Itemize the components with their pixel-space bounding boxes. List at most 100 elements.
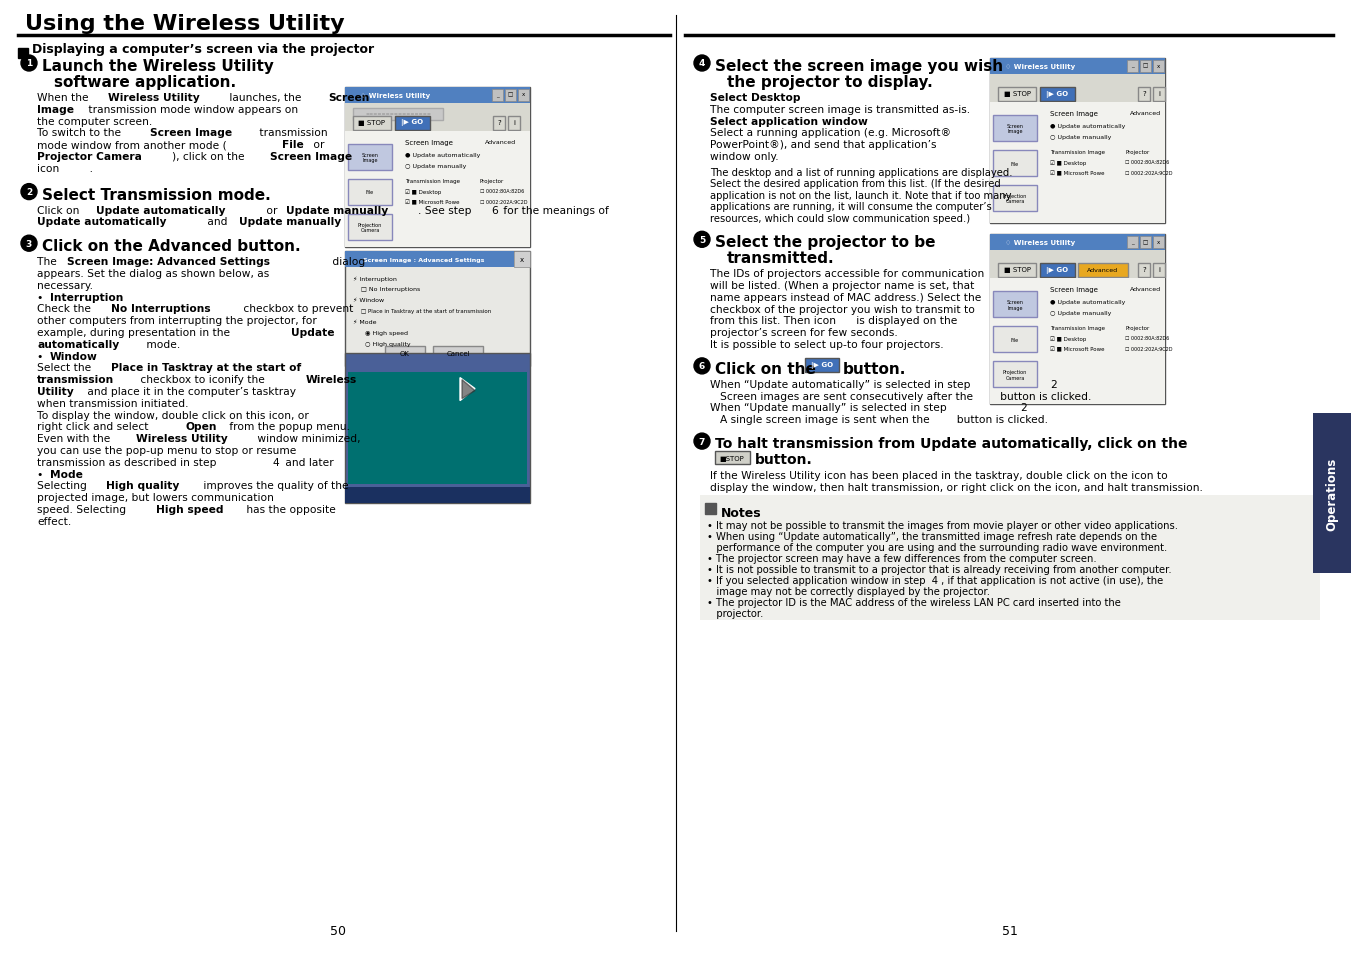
Text: When the: When the bbox=[36, 92, 92, 103]
Text: projector’s screen for few seconds.: projector’s screen for few seconds. bbox=[711, 328, 898, 338]
Text: The IDs of projectors accessible for communication: The IDs of projectors accessible for com… bbox=[711, 269, 985, 279]
Bar bbox=[990, 75, 1165, 103]
Text: 2: 2 bbox=[1020, 403, 1027, 413]
Bar bbox=[1140, 237, 1151, 249]
Bar bbox=[1152, 264, 1165, 278]
Text: Projector: Projector bbox=[1125, 326, 1150, 331]
Text: 1: 1 bbox=[26, 59, 32, 69]
Text: The computer screen image is transmitted as-is.: The computer screen image is transmitted… bbox=[711, 105, 970, 114]
Circle shape bbox=[22, 236, 36, 252]
Text: High speed: High speed bbox=[157, 504, 224, 515]
Text: • The projector ID is the MAC address of the wireless LAN PC card inserted into : • The projector ID is the MAC address of… bbox=[707, 598, 1121, 607]
Text: No Interruptions: No Interruptions bbox=[111, 304, 211, 314]
Bar bbox=[349, 214, 392, 241]
Text: Image: Image bbox=[36, 105, 74, 114]
Text: Open: Open bbox=[185, 422, 216, 432]
Text: Utility: Utility bbox=[36, 387, 73, 396]
Text: window only.: window only. bbox=[711, 152, 778, 162]
Text: from this list. Then icon      is displayed on the: from this list. Then icon is displayed o… bbox=[711, 316, 958, 326]
Text: application is not on the list, launch it. Note that if too many: application is not on the list, launch i… bbox=[711, 191, 1012, 200]
Text: resources, which could slow communication speed.): resources, which could slow communicatio… bbox=[711, 213, 970, 224]
Bar bbox=[998, 264, 1036, 278]
Text: 4: 4 bbox=[273, 457, 280, 467]
Text: To display the window, double click on this icon, or: To display the window, double click on t… bbox=[36, 410, 309, 420]
Bar bbox=[1152, 61, 1165, 73]
Text: window minimized,: window minimized, bbox=[254, 434, 361, 444]
Text: Select application window: Select application window bbox=[711, 116, 867, 127]
Text: When “Update automatically” is selected in step: When “Update automatically” is selected … bbox=[711, 379, 974, 390]
Text: software application.: software application. bbox=[54, 75, 236, 90]
Text: Update: Update bbox=[290, 328, 334, 337]
Text: speed. Selecting: speed. Selecting bbox=[36, 504, 130, 515]
Text: ■STOP: ■STOP bbox=[720, 456, 744, 461]
Text: checkbox to prevent: checkbox to prevent bbox=[239, 304, 353, 314]
Text: ☑ ■ Microsoft Powe: ☑ ■ Microsoft Powe bbox=[1050, 171, 1105, 176]
Text: Screen images are sent consecutively after the        button is clicked.: Screen images are sent consecutively aft… bbox=[720, 392, 1092, 401]
Text: |▶ GO: |▶ GO bbox=[401, 119, 423, 127]
Text: display the window, then halt transmission, or right click on the icon, and halt: display the window, then halt transmissi… bbox=[711, 482, 1202, 493]
Text: To switch to the: To switch to the bbox=[36, 129, 124, 138]
Text: automatically: automatically bbox=[36, 339, 119, 350]
Text: transmission: transmission bbox=[36, 375, 115, 385]
Text: ♢ Wireless Utility: ♢ Wireless Utility bbox=[359, 92, 430, 99]
Text: Select the: Select the bbox=[36, 363, 95, 373]
Text: 2: 2 bbox=[1051, 379, 1058, 390]
Text: Click on the: Click on the bbox=[715, 361, 816, 376]
Bar bbox=[1313, 414, 1351, 574]
Text: Click on: Click on bbox=[36, 206, 82, 215]
Text: button.: button. bbox=[843, 361, 907, 376]
Text: Screen Image: Advanced Settings: Screen Image: Advanced Settings bbox=[68, 257, 270, 267]
Bar bbox=[517, 90, 530, 102]
Text: Transmission Image: Transmission Image bbox=[1050, 150, 1105, 154]
Text: mode window from another mode (: mode window from another mode ( bbox=[36, 140, 227, 150]
Text: Wireless Utility: Wireless Utility bbox=[136, 434, 228, 444]
Text: transmission: transmission bbox=[255, 129, 327, 138]
Text: □: □ bbox=[1143, 239, 1148, 245]
Polygon shape bbox=[459, 378, 476, 401]
Text: Click on the Advanced button.: Click on the Advanced button. bbox=[42, 239, 301, 253]
Text: x: x bbox=[1156, 64, 1161, 69]
Bar bbox=[349, 180, 392, 206]
Polygon shape bbox=[462, 380, 476, 399]
Bar bbox=[18, 49, 28, 59]
Text: transmission mode window appears on: transmission mode window appears on bbox=[85, 105, 297, 114]
Text: |▶ GO: |▶ GO bbox=[1046, 91, 1069, 97]
Bar bbox=[353, 109, 443, 121]
Text: File: File bbox=[366, 191, 374, 195]
Text: Update manually: Update manually bbox=[286, 206, 388, 215]
Bar bbox=[1040, 88, 1075, 102]
Text: Selecting: Selecting bbox=[36, 481, 91, 491]
Text: right click and select: right click and select bbox=[36, 422, 151, 432]
Text: 6: 6 bbox=[492, 206, 499, 215]
Circle shape bbox=[694, 358, 711, 375]
Text: checkbox to iconify the: checkbox to iconify the bbox=[136, 375, 267, 385]
Circle shape bbox=[694, 434, 711, 450]
Text: ⚡ Window: ⚡ Window bbox=[353, 298, 384, 303]
Text: □: □ bbox=[1143, 64, 1148, 69]
Text: appears. Set the dialog as shown below, as: appears. Set the dialog as shown below, … bbox=[36, 269, 269, 278]
Text: Notes: Notes bbox=[721, 506, 762, 519]
Text: |▶ GO: |▶ GO bbox=[1046, 267, 1069, 274]
Text: 51: 51 bbox=[1002, 924, 1017, 937]
Bar bbox=[993, 186, 1038, 212]
Text: Mode: Mode bbox=[50, 469, 82, 479]
Text: Transmission Image: Transmission Image bbox=[405, 179, 459, 184]
Text: transmitted.: transmitted. bbox=[727, 251, 835, 266]
Bar bbox=[990, 235, 1165, 405]
Text: Screen Image: Screen Image bbox=[405, 140, 453, 146]
Bar bbox=[345, 252, 513, 268]
Text: ?: ? bbox=[497, 120, 501, 126]
Text: The: The bbox=[36, 257, 61, 267]
Bar bbox=[385, 347, 426, 361]
Text: Launch the Wireless Utility: Launch the Wireless Utility bbox=[42, 59, 274, 74]
Text: Screen
Image: Screen Image bbox=[362, 152, 378, 163]
Text: 50: 50 bbox=[330, 924, 346, 937]
Text: Projection
Camera: Projection Camera bbox=[1002, 370, 1027, 380]
Bar bbox=[993, 327, 1038, 353]
Text: • It may not be possible to transmit the images from movie player or other video: • It may not be possible to transmit the… bbox=[707, 520, 1178, 530]
Text: Cancel: Cancel bbox=[446, 351, 470, 356]
Text: File: File bbox=[1011, 337, 1019, 342]
Bar bbox=[1152, 237, 1165, 249]
Text: • The projector screen may have a few differences from the computer screen.: • The projector screen may have a few di… bbox=[707, 553, 1097, 563]
Text: Screen: Screen bbox=[328, 92, 369, 103]
